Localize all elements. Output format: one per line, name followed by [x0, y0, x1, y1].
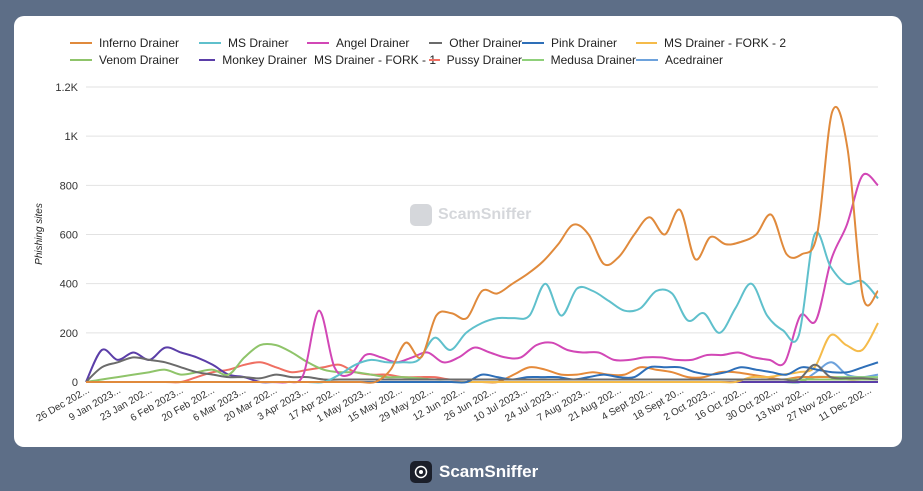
y-tick-label: 0	[72, 377, 78, 389]
legend-swatch	[636, 41, 657, 44]
y-tick-label: 800	[60, 180, 78, 192]
legend-item[interactable]: Angel Drainer	[307, 36, 429, 50]
y-tick-label: 600	[60, 230, 78, 242]
scamsniffer-logo-icon	[410, 461, 432, 483]
y-tick-label: 200	[60, 328, 78, 340]
footer-brand-text: ScamSniffer	[439, 462, 539, 481]
legend-item[interactable]: Other Drainer	[429, 36, 522, 50]
watermark: ScamSniffer	[410, 204, 531, 226]
legend-item[interactable]: Inferno Drainer	[70, 36, 199, 50]
legend-label: Inferno Drainer	[99, 35, 180, 50]
legend-swatch	[70, 41, 92, 44]
legend-item[interactable]: Pussy Drainer	[429, 53, 522, 67]
legend-label: Other Drainer	[449, 35, 522, 50]
legend-swatch	[522, 58, 544, 61]
legend-swatch	[199, 58, 216, 61]
legend-item[interactable]: Pink Drainer	[522, 36, 636, 50]
legend-item[interactable]: MS Drainer - FORK - 1	[307, 53, 436, 67]
legend-label: MS Drainer - FORK - 1	[314, 52, 437, 67]
legend-swatch	[307, 41, 329, 44]
legend-label: Angel Drainer	[336, 35, 410, 50]
footer-brand: ScamSniffer	[410, 461, 538, 483]
legend-swatch	[429, 58, 440, 61]
legend-swatch	[199, 41, 221, 44]
legend-label: Acedrainer	[665, 52, 724, 67]
legend-item[interactable]: MS Drainer	[199, 36, 307, 50]
legend-label: Venom Drainer	[99, 52, 180, 67]
legend-label: Medusa Drainer	[550, 52, 636, 67]
series-line-other-drainer	[85, 356, 879, 383]
legend-label: Pink Drainer	[551, 35, 618, 50]
y-tick-label: 1K	[65, 131, 79, 143]
chart-legend: Inferno Drainer MS Drainer Angel Drainer Ot…	[70, 34, 860, 68]
legend-label: Monkey Drainer	[222, 52, 307, 67]
legend-row: Venom Drainer Monkey Drainer MS Drainer - …	[70, 51, 860, 68]
legend-label: MS Drainer - FORK - 2	[663, 35, 786, 50]
legend-label: MS Drainer	[228, 35, 289, 50]
legend-swatch	[70, 58, 92, 61]
legend-item[interactable]: MS Drainer - FORK - 2	[636, 36, 786, 50]
legend-swatch	[429, 41, 443, 44]
legend-item[interactable]: Monkey Drainer	[199, 53, 307, 67]
legend-row: Inferno Drainer MS Drainer Angel Drainer Ot…	[70, 34, 860, 51]
y-axis-label: Phishing sites	[34, 203, 45, 265]
legend-item[interactable]: Venom Drainer	[70, 53, 199, 67]
legend-swatch	[522, 41, 544, 44]
legend-item[interactable]: Acedrainer	[636, 53, 786, 67]
legend-item[interactable]: Medusa Drainer	[522, 53, 636, 67]
watermark-text: ScamSniffer	[438, 206, 532, 223]
y-tick-label: 1.2K	[55, 82, 78, 94]
series-line-inferno-drainer	[86, 105, 879, 384]
legend-swatch	[636, 58, 658, 61]
scamsniffer-logo-icon	[410, 204, 432, 226]
y-tick-label: 400	[60, 279, 78, 291]
legend-label: Pussy Drainer	[446, 52, 522, 67]
